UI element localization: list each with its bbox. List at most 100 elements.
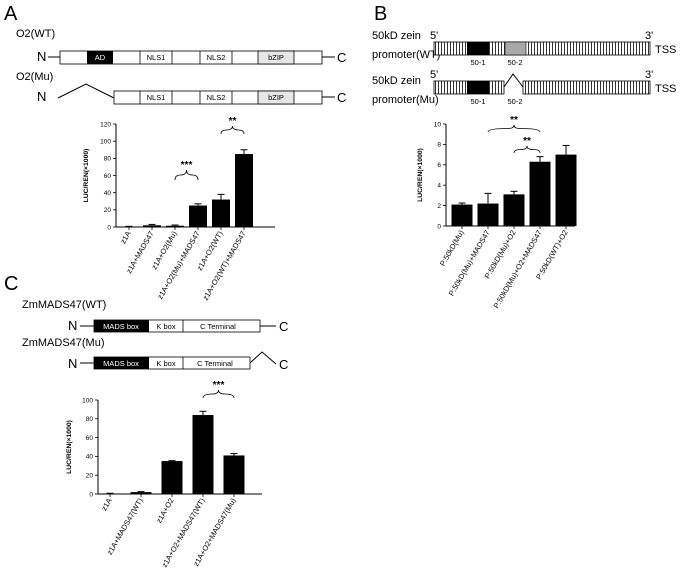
o2-mu-bzip-label: bZIP — [268, 93, 284, 102]
o2-mu-nls1-label: NLS1 — [147, 93, 166, 102]
panel-b: B 50kD zein promoter(WT) 5' 3' 50-1 50-2… — [372, 3, 676, 106]
chart-b-significance-label: ** — [523, 136, 531, 147]
mads47-mu-n-terminus: N — [68, 356, 77, 371]
o2-mu-name: O2(Mu) — [16, 71, 53, 83]
chart-a-category-label: z1A — [118, 230, 132, 246]
mads47-wt-kbox-label: K box — [156, 322, 175, 331]
chart-b-ytick-label: 0 — [437, 223, 441, 230]
mads47-mu-mads-box — [94, 357, 149, 369]
mads47-mu-kbox-label: K box — [156, 359, 175, 368]
o2-wt-bzip-label: bZIP — [268, 53, 284, 62]
o2-mu-n-terminus: N — [37, 89, 46, 104]
chart-b-bar — [451, 204, 473, 226]
chart-c-bar — [99, 493, 121, 495]
promoter-wt-box-50-2 — [504, 41, 527, 56]
chart-a-category-label: z1A+O2(Mu)+MADS47 — [155, 230, 201, 301]
chart-b-bar — [555, 154, 577, 226]
chart-c-ytick-label: 80 — [86, 416, 94, 423]
promoter-mu-box-50-1 — [467, 81, 489, 94]
promoter-wt-name-line2: promoter(WT) — [372, 49, 440, 61]
chart-c-bar — [223, 455, 245, 494]
mads47-wt-mads-box — [94, 320, 149, 332]
panel-b-letter: B — [374, 3, 387, 25]
chart-a-significance-label: ** — [229, 116, 237, 127]
chart-c-bar — [161, 461, 183, 494]
chart-a-bar — [235, 154, 253, 227]
chart-a-ytick-label: 40 — [104, 190, 112, 197]
mads47-wt-cterm-label: C Terminal — [200, 322, 236, 331]
mads47-wt-c-terminus: C — [279, 319, 288, 334]
o2-wt-name: O2(WT) — [16, 28, 55, 40]
chart-a-bar — [166, 225, 184, 227]
chart-c-ytick-label: 100 — [82, 397, 93, 404]
chart-a-significance-bracket — [220, 125, 245, 135]
chart-a: 020406080100120LUC/REN(×1000)z1Az1A+MADS… — [83, 116, 275, 302]
chart-c-ytick-label: 0 — [89, 491, 93, 498]
chart-b-ytick-label: 6 — [437, 162, 441, 169]
mads47-mu-mads-label: MADS box — [103, 359, 139, 368]
chart-a-significance-bracket — [174, 169, 199, 181]
o2-mu-c-terminus: C — [337, 90, 346, 105]
panel-a-letter: A — [4, 3, 18, 25]
o2-wt-bzip-domain — [257, 50, 295, 65]
chart-b-bar — [503, 194, 525, 226]
chart-c-significance-label: *** — [213, 380, 225, 391]
chart-c-category-label: z1A+O2 — [154, 497, 175, 525]
chart-b-significance-bracket — [487, 124, 541, 133]
chart-a-significance-label: *** — [181, 160, 193, 171]
chart-a-bar — [189, 205, 207, 227]
promoter-mu-tss: TSS — [655, 83, 676, 95]
o2-mu-nls2-label: NLS2 — [207, 93, 226, 102]
chart-c: 020406080100LUC/REN(×1000)z1Az1A+MADS47(… — [66, 380, 262, 569]
promoter-mu-bar-right — [522, 80, 651, 95]
mads47-mu-construct: ZmMADS47(Mu) N MADS box K box C Terminal… — [22, 337, 288, 372]
o2-wt-n-terminus: N — [37, 49, 46, 64]
chart-b-bar — [529, 161, 551, 226]
promoter-mu-5prime: 5' — [430, 69, 438, 81]
o2-mu-bzip-domain — [257, 90, 295, 105]
chart-b-significance-label: ** — [510, 115, 518, 126]
chart-a-bar — [212, 199, 230, 227]
chart-b-ytick-label: 4 — [437, 183, 441, 190]
o2-mu-construct: O2(Mu) N NLS1 NLS2 bZIP C — [16, 71, 346, 105]
o2-wt-nls1-label: NLS1 — [147, 53, 166, 62]
chart-a-y-axis-label: LUC/REN(×1000) — [83, 149, 90, 203]
chart-c-ytick-label: 20 — [86, 473, 94, 480]
panel-c-letter: C — [4, 273, 18, 295]
chart-b-significance-bracket — [513, 145, 541, 154]
o2-wt-ad-label: AD — [95, 53, 106, 62]
o2-wt-construct: O2(WT) N AD NLS1 NLS2 bZIP C — [16, 28, 346, 65]
chart-a-ytick-label: 100 — [100, 138, 111, 145]
chart-b-category-label: P:50kD(Mu) — [438, 228, 466, 268]
promoter-wt-tss: TSS — [655, 44, 676, 56]
chart-a-ytick-label: 60 — [104, 173, 112, 180]
chart-b: 0 2 4 6 8 10 LUC/REN(×1000) P:50kD(Mu) P:50kD(Mu… — [417, 115, 577, 310]
chart-c-ytick-label: 40 — [86, 454, 94, 461]
chart-a-category-label: z1A+O2(WT)+MADS47 — [201, 230, 248, 302]
mads47-mu-name: ZmMADS47(Mu) — [22, 337, 105, 349]
chart-b-bar — [477, 203, 499, 226]
chart-c-bar — [192, 415, 214, 494]
promoter-wt-bar — [433, 41, 651, 56]
o2-wt-ad-domain — [87, 51, 113, 64]
promoter-mu-deletion-line — [503, 73, 524, 88]
mads47-mu-deletion-line — [249, 351, 277, 365]
promoter-wt-box2-label: 50-2 — [507, 58, 522, 67]
chart-c-bar — [130, 492, 152, 494]
mads47-wt-construct: ZmMADS47(WT) N MADS box K box C Terminal… — [22, 299, 288, 334]
chart-b-ytick-label: 8 — [437, 142, 441, 149]
chart-a-ytick-label: 0 — [107, 224, 111, 231]
chart-b-category-label: P:50kD(Mu)+O2+MADS47 — [492, 229, 544, 310]
promoter-wt-5prime: 5' — [430, 30, 438, 42]
chart-b-ytick-label: 10 — [434, 121, 442, 128]
chart-a-ytick-label: 20 — [104, 207, 112, 214]
chart-a-ytick-label: 120 — [100, 121, 111, 128]
chart-b-ytick-label: 2 — [437, 203, 441, 210]
chart-c-significance-bracket — [202, 389, 235, 399]
promoter-mu-construct: 50kD zein promoter(Mu) 5' 3' 50-1 50-2 T… — [372, 69, 676, 106]
o2-wt-nls2-label: NLS2 — [207, 53, 226, 62]
mads47-mu-cterm-label: C Terminal — [197, 359, 233, 368]
chart-c-ytick-label: 60 — [86, 435, 94, 442]
promoter-wt-construct: 50kD zein promoter(WT) 5' 3' 50-1 50-2 T… — [372, 30, 676, 67]
